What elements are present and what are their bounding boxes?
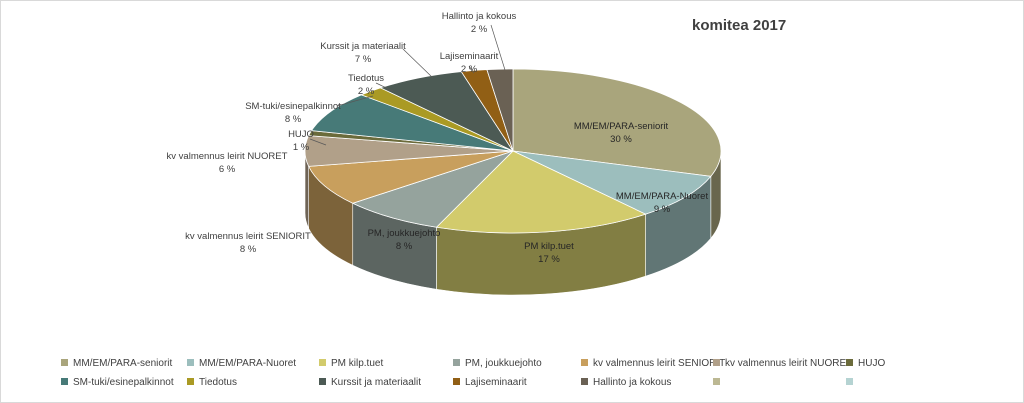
legend-item: Kurssit ja materiaalit [319, 376, 421, 390]
legend-label: Tiedotus [199, 377, 237, 388]
data-label-name-9: Kurssit ja materiaalit [320, 41, 406, 52]
data-label-name-11: Hallinto ja kokous [442, 11, 517, 22]
slice-11 [486, 68, 514, 152]
leader-line-11 [490, 24, 506, 71]
legend-item [713, 376, 725, 390]
legend-item: MM/EM/PARA-seniorit [61, 357, 172, 371]
slice-1 [512, 150, 712, 215]
data-label-value-6: 1 % [293, 142, 310, 153]
legend-label: MM/EM/PARA-seniorit [73, 358, 173, 369]
legend-item: kv valmennus leirit NUORET [713, 357, 852, 371]
leader-line-6 [309, 138, 327, 146]
legend-label: PM, joukkuejohto [465, 358, 542, 369]
legend-swatch [187, 359, 194, 366]
legend-swatch [453, 359, 460, 366]
slice-2 [435, 150, 647, 234]
legend-swatch [581, 359, 588, 366]
legend-label: SM-tuki/esinepalkinnot [73, 377, 174, 388]
legend-item: Hallinto ja kokous [581, 376, 671, 390]
data-label-value-4: 8 % [240, 244, 257, 255]
legend-item: Lajiseminaarit [453, 376, 527, 390]
leader-line-8 [375, 82, 394, 92]
data-label-name-7: SM-tuki/esinepalkinnot [245, 101, 341, 112]
data-label-layer: MM/EM/PARA-seniorit 30 % MM/EM/PARA-Nuoret… [167, 11, 709, 265]
data-label-value-10: 2 % [461, 64, 478, 75]
chart-legend: MM/EM/PARA-seniorit MM/EM/PARA-Nuoret PM k… [1, 357, 1023, 401]
data-label-value-7: 8 % [285, 114, 302, 125]
legend-swatch [713, 359, 720, 366]
legend-swatch [713, 378, 720, 385]
legend-item: MM/EM/PARA-Nuoret [187, 357, 296, 371]
legend-swatch [319, 359, 326, 366]
legend-label: HUJO [858, 358, 886, 369]
slice-0 [512, 68, 722, 177]
legend-swatch [61, 359, 68, 366]
data-label-name-4: kv valmennus leirit SENIORIT [185, 231, 311, 242]
data-label-name-5: kv valmennus leirit NUORET [167, 151, 288, 162]
data-label-name-3: PM, joukkuejohto [368, 228, 441, 239]
slice-3 [351, 150, 514, 228]
legend-label: Lajiseminaarit [465, 377, 527, 388]
legend-label: kv valmennus leirit SENIORIT [593, 358, 726, 369]
pie-side-layer [304, 150, 722, 296]
legend-label: kv valmennus leirit NUORET [725, 358, 853, 369]
legend-swatch [846, 359, 853, 366]
data-label-name-6: HUJO [288, 129, 314, 140]
legend-item: SM-tuki/esinepalkinnot [61, 376, 174, 390]
slice-4 [308, 150, 514, 204]
data-label-value-8: 2 % [358, 86, 375, 97]
data-label-name-2: PM kilp.tuet [524, 241, 574, 252]
legend-item: Tiedotus [187, 376, 237, 390]
legend-swatch [61, 378, 68, 385]
data-label-name-0: MM/EM/PARA-seniorit [574, 121, 669, 132]
legend-item: PM kilp.tuet [319, 357, 383, 371]
data-label-value-9: 7 % [355, 54, 372, 65]
data-label-name-8: Tiedotus [348, 73, 384, 84]
legend-label: Kurssit ja materiaalit [331, 377, 422, 388]
leader-line-7 [336, 95, 374, 107]
legend-swatch [453, 378, 460, 385]
legend-swatch [187, 378, 194, 385]
legend-item: PM, joukkuejohto [453, 357, 542, 371]
legend-item [846, 376, 858, 390]
legend-swatch [581, 378, 588, 385]
data-label-name-10: Lajiseminaarit [440, 51, 499, 62]
data-label-value-3: 8 % [396, 241, 413, 252]
legend-item: kv valmennus leirit SENIORIT [581, 357, 725, 371]
data-label-value-11: 2 % [471, 24, 488, 35]
legend-label: Hallinto ja kokous [593, 377, 672, 388]
data-label-value-1: 9 % [654, 204, 671, 215]
legend-label: MM/EM/PARA-Nuoret [199, 358, 297, 369]
legend-label: PM kilp.tuet [331, 358, 384, 369]
slice-7 [310, 94, 514, 152]
data-label-value-5: 6 % [219, 164, 236, 175]
chart-title: komitea 2017 [692, 17, 787, 34]
legend-item: HUJO [846, 357, 885, 371]
legend-swatch [846, 378, 853, 385]
data-label-value-2: 17 % [538, 254, 560, 265]
data-label-value-0: 30 % [610, 134, 632, 145]
legend-swatch [319, 378, 326, 385]
leader-line-layer [309, 24, 506, 146]
data-label-name-1: MM/EM/PARA-Nuoret [616, 191, 709, 202]
pie-top-layer [304, 68, 722, 234]
leader-line-9 [402, 48, 434, 79]
leader-line-10 [468, 65, 475, 74]
